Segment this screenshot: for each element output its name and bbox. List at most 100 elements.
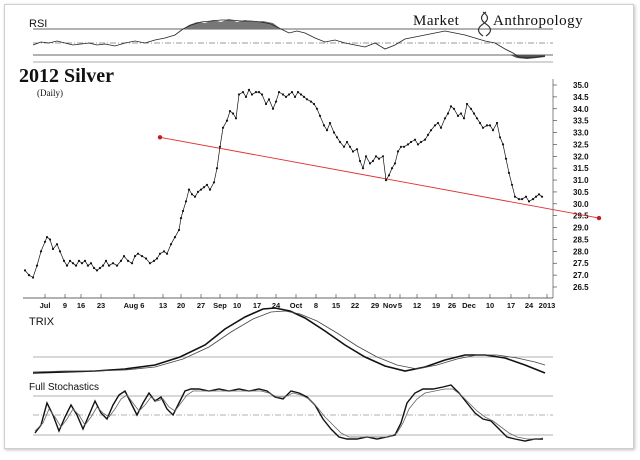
price-point [80,262,84,265]
price-point [62,259,66,262]
trendline-endpoint [157,135,163,140]
price-point [469,107,473,110]
price-point [302,95,306,98]
price-point [68,259,72,262]
price-point [196,190,200,193]
y-axis-ticks: 35.0 34.5 34.0 33.5 33.0 32.5 32.0 31.5 31.0 30.5… [553,81,589,292]
stoch-k-line [34,384,543,442]
trendline [157,135,602,221]
price-point [296,91,300,94]
price-point [193,195,197,198]
x-tick-label: 16 [77,301,85,310]
price-point [481,126,485,129]
price-point [98,266,102,270]
price-point [92,266,96,270]
price-point [111,262,115,265]
price-point [315,107,319,110]
price-point [534,195,538,198]
price-point [472,112,476,115]
price-point [215,167,219,170]
x-tick-label: 10 [233,301,241,310]
y-tick-label: 31.5 [573,164,589,173]
price-point [393,162,397,165]
price-point [524,195,528,198]
x-tick-label: Nov [383,301,398,310]
x-tick-label: 23 [97,301,105,310]
price-point [436,121,440,125]
price-point [122,255,126,258]
price-point [133,255,137,258]
price-point [342,145,346,148]
x-tick-label: 10 [486,301,494,310]
y-tick-label: 27.5 [573,259,589,268]
price-point [439,126,443,129]
chart-title: 2012 Silver [19,65,114,87]
price-point [332,131,336,134]
price-point [351,150,355,153]
price-point [35,264,39,267]
price-point [364,155,368,158]
price-point [384,179,388,182]
trix-panel-label: TRIX [29,316,55,328]
price-point [234,117,238,120]
price-point [107,264,111,267]
price-point [130,262,134,265]
price-point [140,255,144,258]
price-point [513,195,517,198]
x-tick-label: 17 [253,301,261,310]
x-tick-label: 26 [448,301,456,310]
y-tick-label: 33.5 [573,117,589,126]
price-point [86,264,90,267]
price-point [456,114,460,117]
price-point [119,259,123,262]
rsi-panel-label: RSI [29,18,47,30]
stoch-d-line [34,388,544,440]
price-point [254,91,258,94]
price-point [148,262,152,265]
price-point [169,243,173,246]
price-point [202,186,206,189]
y-tick-label: 27.0 [573,271,589,280]
price-point [45,236,49,239]
x-tick-label: Sep [213,301,227,310]
y-tick-label: 29.5 [573,212,589,221]
price-point [374,155,378,158]
price-point [510,183,514,186]
price-point [58,250,62,253]
price-point [449,105,453,108]
x-axis-ticks: Jul 9 16 23 Aug 6 13 20 27 Sep 10 17 24 Oct 8 15 22 29 No… [40,294,556,310]
rsi-overbought-fill [183,19,281,29]
price-point [179,217,183,220]
price-point [83,259,87,262]
price-point [95,269,99,272]
price-point [104,259,108,262]
price-point [237,93,241,96]
price-point [387,174,391,177]
x-tick-label: 29 [371,301,379,310]
rsi-oversold-fill [510,55,545,59]
price-point [348,145,352,148]
price-point [517,198,521,201]
price-point [402,145,406,148]
y-tick-label: 31.0 [573,176,589,185]
y-tick-label: 26.5 [573,283,589,292]
x-tick-label: 12 [413,301,421,310]
price-point [312,102,316,106]
price-point [433,124,437,127]
price-point [257,91,261,94]
price-point [423,138,427,141]
x-tick-label: 15 [332,301,340,310]
price-point [136,252,140,255]
price-point [390,167,394,170]
trix-line [32,307,546,374]
x-tick-label: 2013 [539,301,556,310]
price-point [328,121,332,125]
price-point [221,126,225,129]
price-point [71,262,75,265]
dna-helix-icon [477,11,492,37]
price-point [126,259,130,262]
price-point [309,100,313,103]
price-point [504,157,508,160]
price-point [51,247,55,251]
price-point [218,145,222,148]
